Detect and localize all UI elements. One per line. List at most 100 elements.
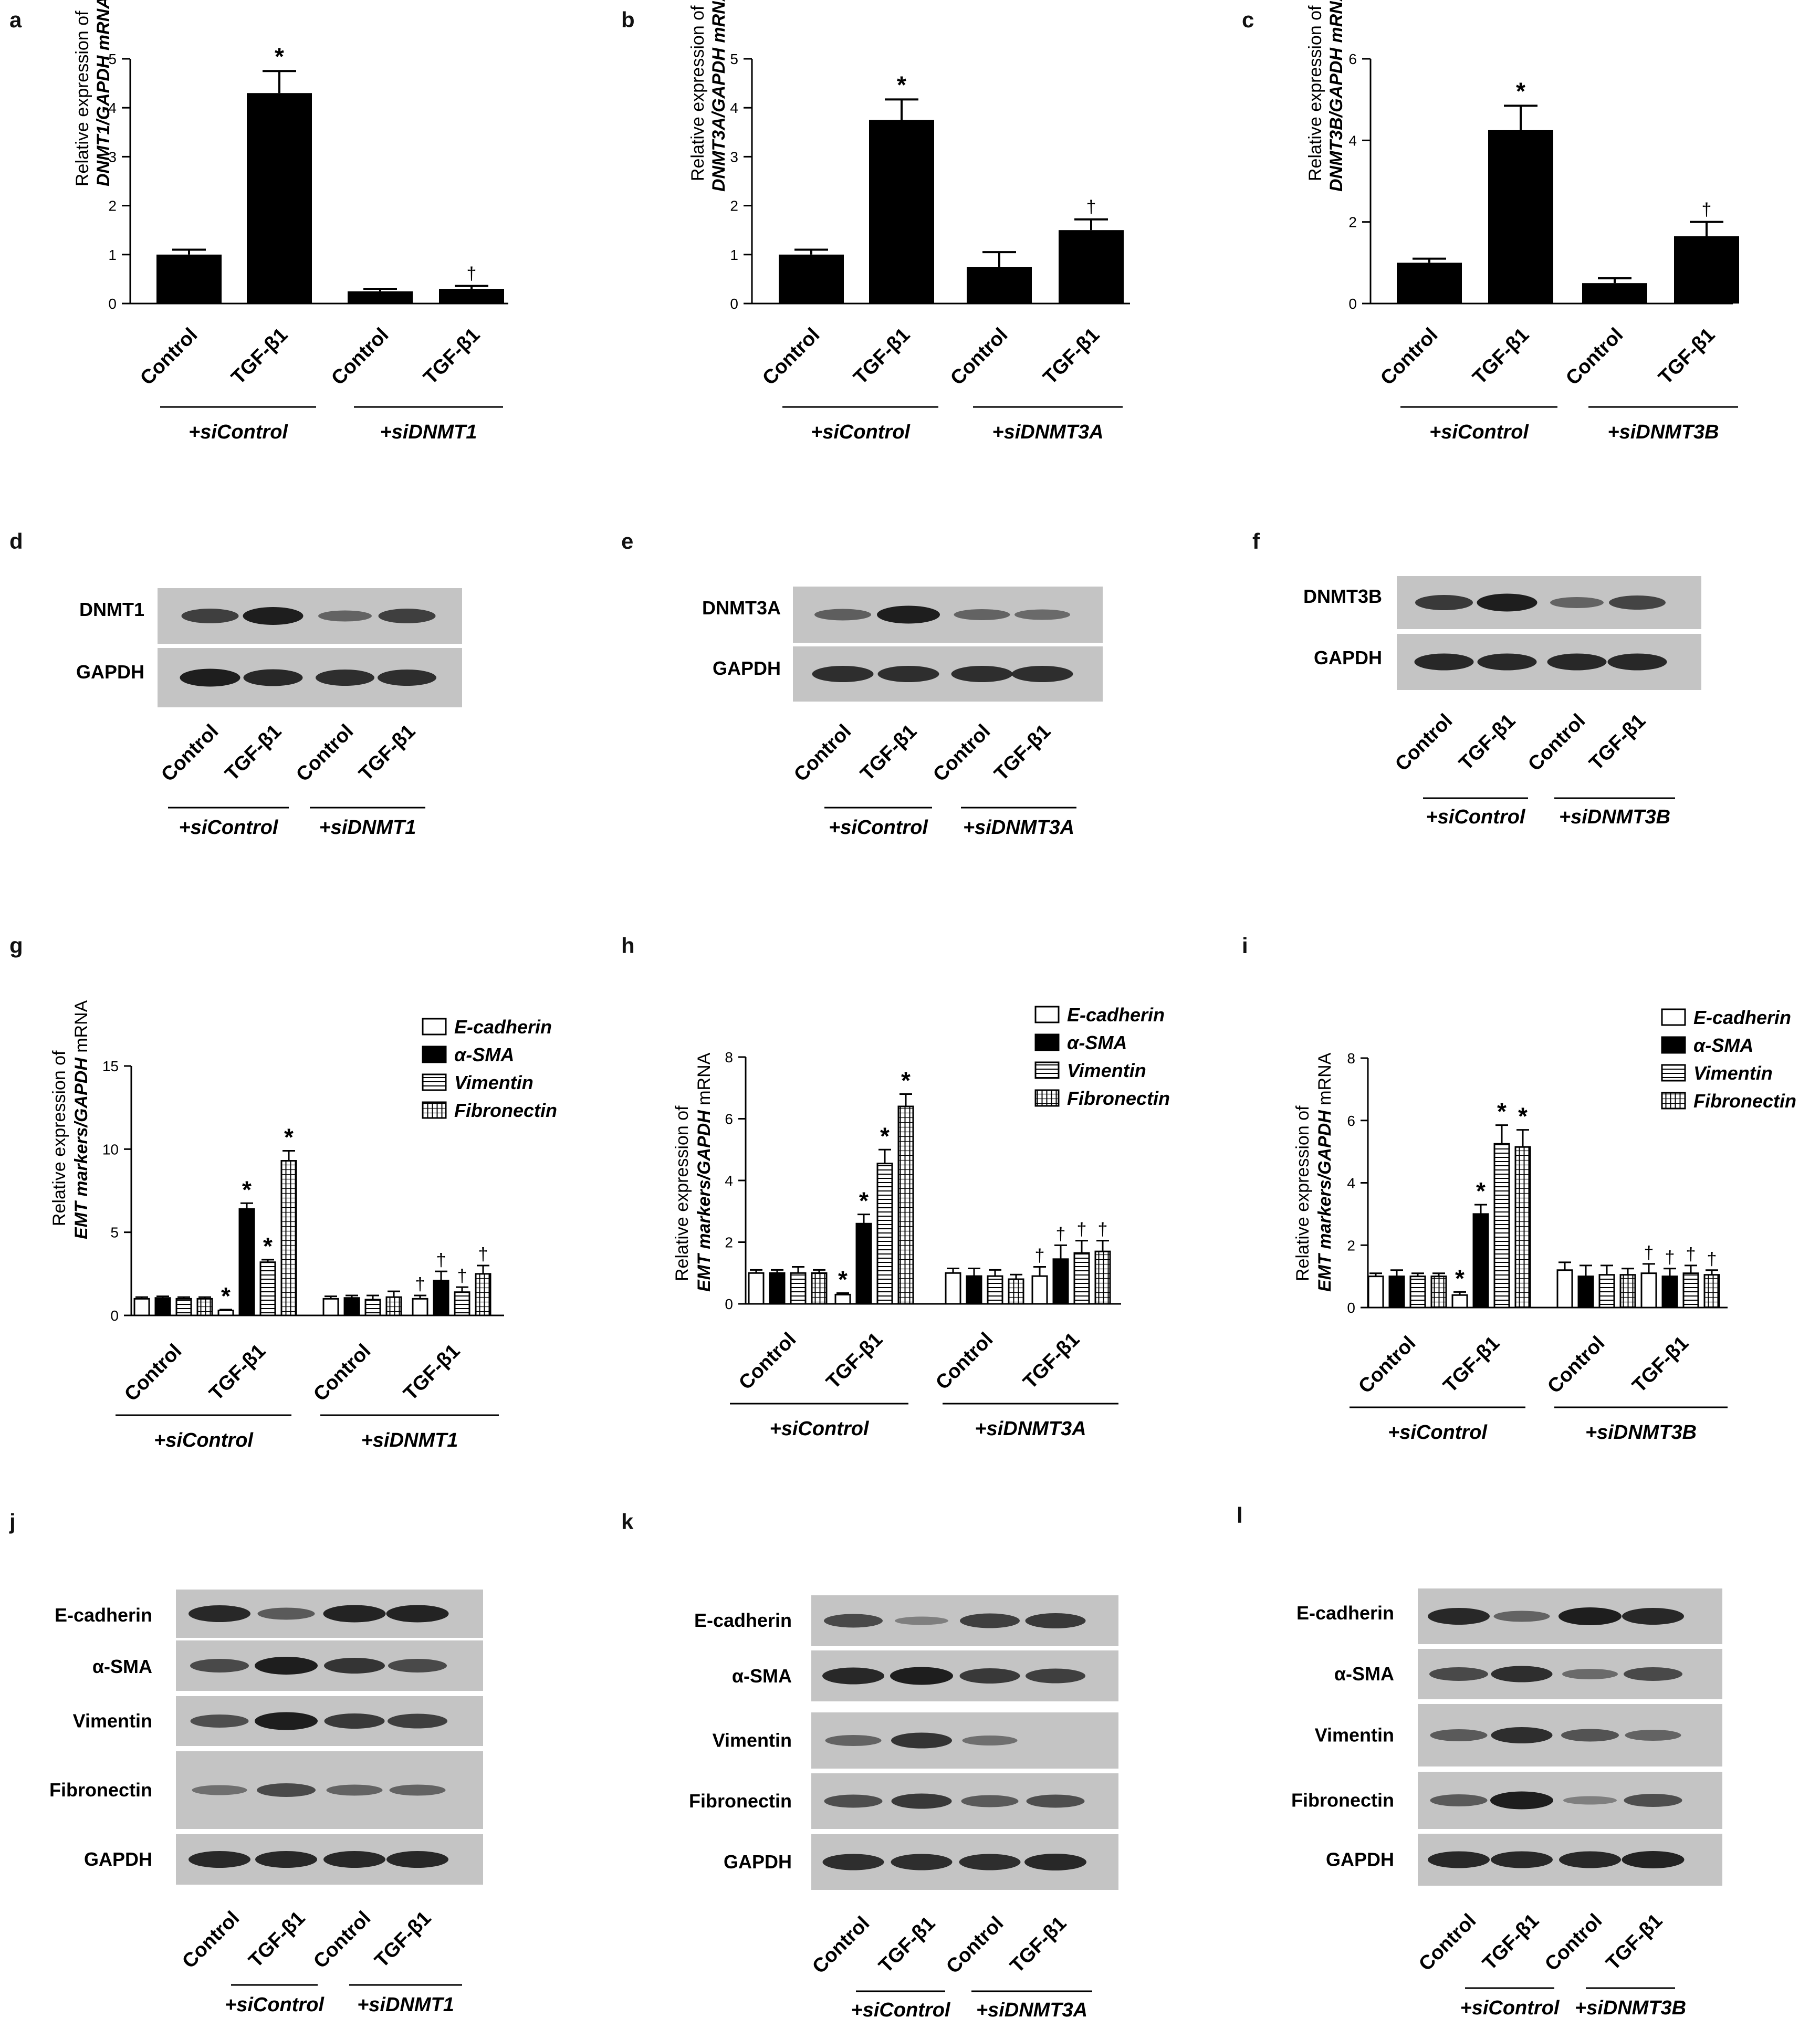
y-tick-label-b: 4 — [730, 100, 738, 116]
bar-i-E-cadherin — [1640, 1272, 1657, 1309]
blot-band-l — [1429, 1667, 1488, 1681]
legend-label-i: E-cadherin — [1693, 1007, 1791, 1028]
x-tick-label-j: Control — [178, 1907, 244, 1973]
blot-band-e — [814, 609, 871, 621]
bar-h-E-cadherin — [834, 1293, 851, 1305]
x-tick-label-h: TGF-β1 — [1019, 1329, 1084, 1394]
blot-band-l — [1622, 1608, 1684, 1625]
bar-b — [967, 267, 1032, 304]
y-tick-label-a: 3 — [108, 149, 117, 165]
legend-swatch-h — [1034, 1006, 1060, 1023]
blot-band-e — [812, 666, 874, 682]
blot-band-label-l: GAPDH — [1326, 1849, 1394, 1870]
blot-band-l — [1490, 1791, 1553, 1810]
blot-band-label-j: GAPDH — [84, 1848, 152, 1870]
legend-swatch-h — [1034, 1033, 1060, 1051]
x-tick-label-f: TGF-β1 — [1585, 710, 1650, 775]
ylabel-c-line1: Relative expression of — [1305, 5, 1325, 181]
blot-band-d — [316, 670, 374, 686]
bar-h-α-SMA — [855, 1222, 872, 1305]
bar-i-α-SMA — [1388, 1276, 1405, 1309]
blot-band-label-f: GAPDH — [1314, 647, 1382, 668]
y-tick-label-b: 5 — [730, 51, 738, 67]
blot-band-k — [959, 1854, 1021, 1870]
bar-g-α-SMA — [433, 1280, 449, 1316]
blot-band-j — [255, 1657, 318, 1675]
blot-band-k — [825, 1735, 882, 1746]
x-tick-label-j: TGF-β1 — [371, 1907, 436, 1972]
bar-i-Vimentin — [1682, 1272, 1699, 1309]
group-label-l: +siControl — [1460, 1997, 1560, 2019]
bar-i-Fibronectin — [1430, 1276, 1447, 1309]
significance-star: * — [1518, 1103, 1528, 1130]
group-label-f: +siDNMT3B — [1559, 806, 1670, 828]
x-tick-label-k: Control — [942, 1912, 1008, 1978]
bar-h-α-SMA — [769, 1272, 786, 1305]
blot-band-k — [822, 1854, 884, 1870]
blot-band-k — [1025, 1613, 1086, 1628]
group-label-d: +siDNMT1 — [319, 817, 416, 839]
bar-g-E-cadherin — [217, 1310, 234, 1316]
blot-band-j — [323, 1605, 386, 1623]
bar-a — [439, 289, 504, 304]
blot-band-j — [257, 1783, 316, 1797]
significance-star: * — [284, 1124, 294, 1151]
legend-swatch-i — [1661, 1092, 1686, 1110]
bar-i-α-SMA — [1577, 1276, 1594, 1309]
bar-g-Fibronectin — [385, 1296, 402, 1316]
bar-g-E-cadherin — [133, 1298, 150, 1316]
panel-letter-l: l — [1237, 1503, 1243, 1528]
group-label-i: +siControl — [1388, 1421, 1488, 1444]
group-label-j: +siDNMT1 — [357, 1994, 454, 2016]
blot-band-e — [877, 605, 940, 624]
bar-i-α-SMA — [1661, 1276, 1678, 1309]
blot-band-k — [891, 1793, 952, 1809]
bar-i-Vimentin — [1409, 1276, 1426, 1309]
blot-band-l — [1430, 1729, 1488, 1741]
bar-i-E-cadherin — [1451, 1294, 1468, 1309]
blot-band-j — [323, 1851, 385, 1868]
x-tick-label-d: Control — [157, 720, 223, 786]
blot-band-f — [1477, 593, 1537, 612]
bar-h-Vimentin — [987, 1275, 1003, 1305]
ylabel-a-line2: DNMT1/GAPDH mRNA levels — [93, 0, 113, 186]
y-tick-label-a: 2 — [108, 198, 117, 214]
significance-dagger: † — [457, 1266, 467, 1286]
legend-swatch-g — [422, 1101, 447, 1119]
group-label-g: +siControl — [154, 1429, 254, 1451]
blot-band-j — [324, 1713, 385, 1729]
x-tick-label-f: TGF-β1 — [1455, 710, 1520, 775]
blot-band-e — [1011, 666, 1073, 682]
blot-band-j — [189, 1851, 250, 1868]
blot-band-l — [1625, 1730, 1681, 1741]
group-label-a: +siDNMT1 — [380, 421, 477, 443]
y-tick-label-g: 5 — [110, 1225, 119, 1241]
significance-dagger: † — [1686, 1245, 1696, 1264]
y-tick-label-h: 4 — [725, 1173, 733, 1189]
legend-label-i: Vimentin — [1693, 1062, 1773, 1084]
blot-band-f — [1414, 653, 1474, 671]
bar-g-α-SMA — [238, 1208, 255, 1316]
group-label-b: +siControl — [811, 421, 911, 443]
chart-g: 0 5 10 15 * † * † * † * † E-cadherin α-SMA Vimentin Fib… — [102, 1016, 557, 1451]
ylabel-g-line1: Relative expression of — [49, 1050, 69, 1226]
x-tick-label-e: Control — [790, 720, 855, 786]
y-tick-label-i: 6 — [1347, 1113, 1355, 1129]
blot-band-l — [1561, 1729, 1619, 1742]
legend-swatch-i — [1661, 1008, 1686, 1026]
x-tick-label-i: Control — [1354, 1332, 1420, 1398]
bar-h-α-SMA — [1052, 1258, 1069, 1305]
legend-swatch-h — [1034, 1089, 1060, 1107]
ylabel-b-line2: DNMT3A/GAPDH mRNA levels — [709, 0, 729, 192]
blot-band-label-f: DNMT3B — [1303, 586, 1382, 607]
blot-band-k — [822, 1667, 884, 1685]
y-tick-label-a: 1 — [108, 247, 117, 263]
bar-h-E-cadherin — [748, 1272, 765, 1305]
bar-g-Vimentin — [364, 1299, 381, 1316]
blot-band-label-j: E-cadherin — [55, 1604, 152, 1626]
bar-c — [1582, 283, 1647, 304]
group-label-e: +siDNMT3A — [963, 817, 1074, 839]
bar-i-Vimentin — [1493, 1143, 1510, 1309]
blot-l: E-cadherin α-SMA Vimentin Fibronectin GAPDH C… — [1291, 1588, 1722, 2019]
